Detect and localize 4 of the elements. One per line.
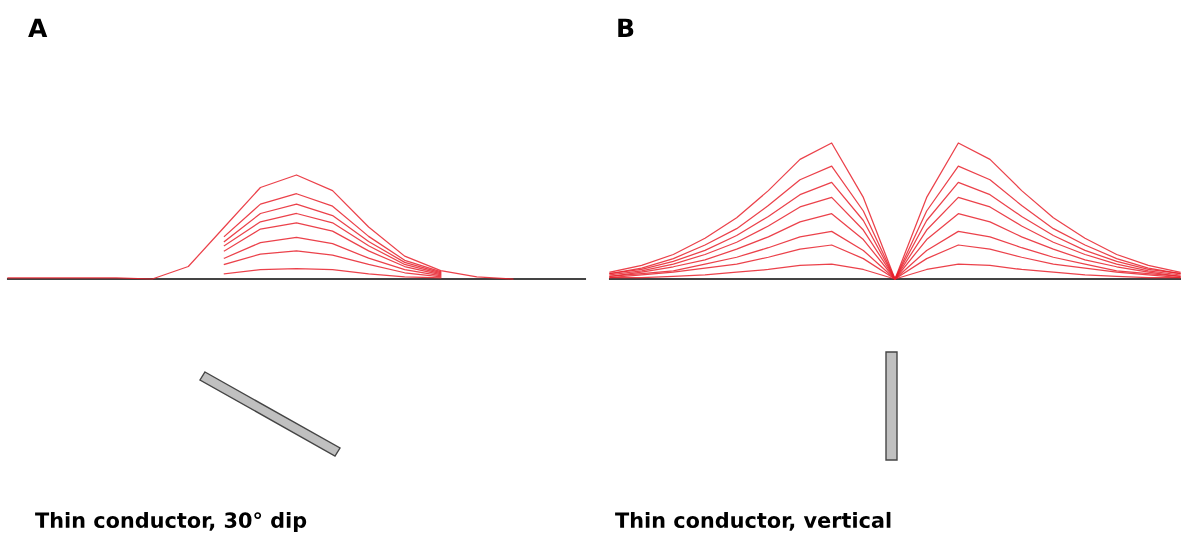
text: Thin conductor, 30° dip <box>35 511 307 533</box>
chart-title: A <box>28 18 48 37</box>
chart-title: B <box>618 18 634 37</box>
text: Thin conductor, vertical <box>615 511 891 531</box>
